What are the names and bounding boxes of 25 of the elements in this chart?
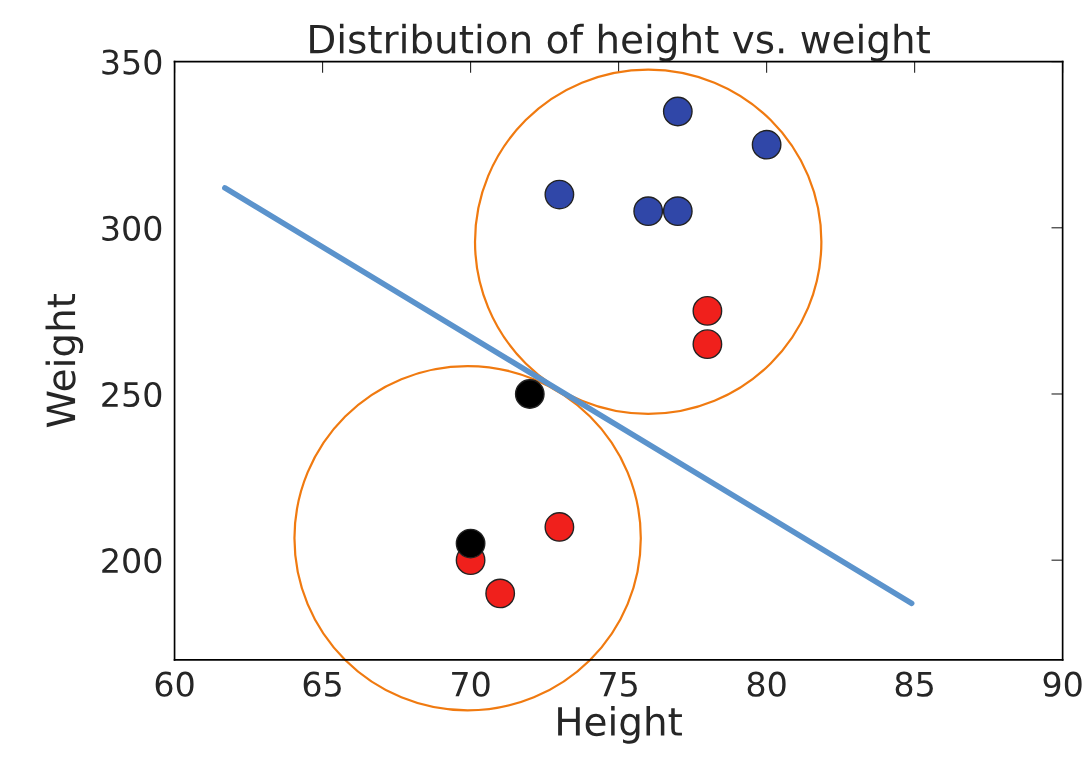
x-axis-title: Height (558, 706, 682, 744)
y-tick-label: 300 (102, 215, 162, 241)
point (662, 96, 693, 127)
point (544, 179, 575, 210)
y-axis-title: Weight (45, 293, 84, 428)
point (633, 196, 664, 227)
x-tick-label: 60 (155, 671, 194, 697)
point (455, 528, 486, 559)
x-tick-label: 70 (452, 671, 490, 697)
x-tick-label: 90 (1043, 671, 1082, 697)
point (751, 129, 782, 160)
point (692, 329, 723, 360)
point (514, 379, 545, 409)
point (544, 512, 575, 542)
point (662, 196, 693, 227)
x-tick-label: 75 (600, 672, 637, 697)
chart-title: Distribution of height vs. weight (310, 23, 930, 62)
y-tick-label: 200 (102, 548, 162, 574)
x-tick-label: 65 (303, 671, 341, 697)
point (485, 578, 516, 609)
y-tick-label: 250 (102, 381, 162, 408)
x-tick-label: 85 (895, 671, 933, 697)
point (692, 295, 723, 326)
x-tick-label: 80 (747, 671, 786, 697)
y-tick-label: 350 (102, 49, 162, 75)
